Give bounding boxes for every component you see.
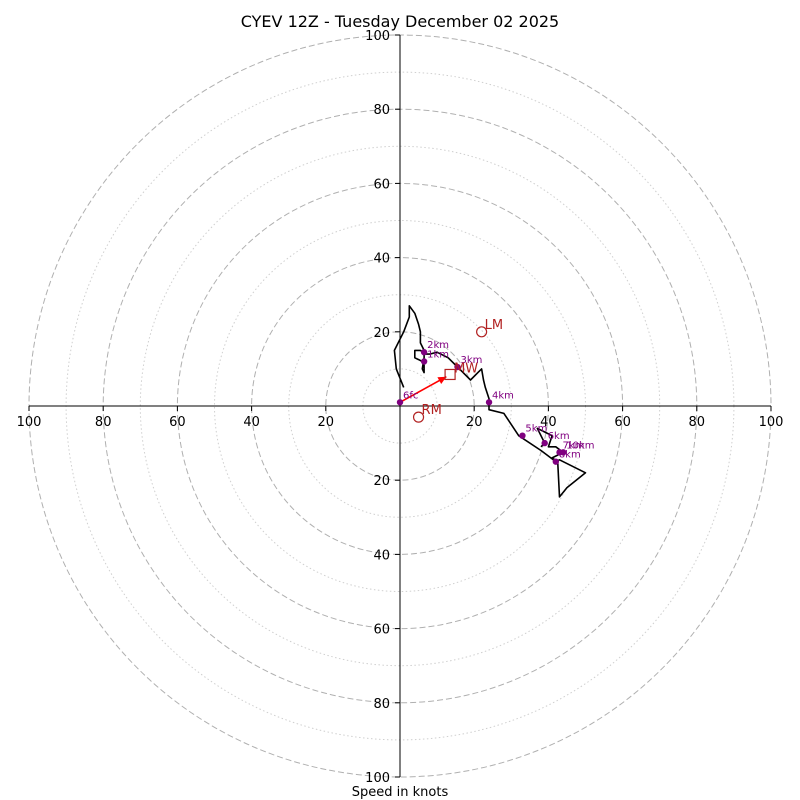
height-label-6fc: 6fc [403,390,418,401]
x-tick-label: 20 [466,415,483,430]
height-label-4km: 4km [492,390,514,401]
tick-labels: 100 100 80 80 60 60 40 40 20 20 20 20 40 40 60 60 80 80 10… [17,29,784,786]
x-tick-label: 100 [17,415,42,430]
y-tick-label: 20 [373,326,390,341]
height-marker-1km [420,358,428,365]
x-tick-label: 40 [243,415,260,430]
storm-marker-LM [476,326,488,338]
x-tick-label: 20 [318,415,335,430]
y-tick-label: 40 [373,252,390,267]
storm-label-RM: RM [422,403,442,418]
storm-motion-markers: RM LM MW [412,318,503,423]
shear-vector-arrowhead [437,376,447,384]
height-marker-10km [560,449,567,456]
x-axis-label: Speed in knots [352,785,449,800]
x-tick-label: 60 [614,415,631,430]
shear-vector [399,375,447,403]
shear-vector-line [399,375,447,403]
y-tick-label: 60 [373,177,390,192]
height-marker-5km [519,432,526,439]
height-marker-2km [420,349,428,356]
storm-marker-RM [412,411,425,423]
storm-marker-MW [444,368,456,381]
x-tick-label: 100 [759,415,784,430]
height-label-5km: 5km [525,424,547,435]
height-label-6km: 6km [548,431,570,442]
y-tick-label: 40 [373,548,390,563]
height-label-2km: 2km [427,340,449,351]
height-label-8km: 8km [559,450,581,461]
height-label-10km: 10km [566,440,594,451]
chart-title: CYEV 12Z - Tuesday December 02 2025 [241,12,559,31]
height-marker-3km [454,363,461,371]
height-marker-8km [552,458,560,465]
y-tick-label: 20 [373,474,390,489]
height-label-7km: 7km [563,440,585,451]
x-tick-label: 40 [540,415,557,430]
storm-label-LM: LM [485,318,503,333]
height-marker-4km [485,399,493,406]
x-tick-label: 60 [169,415,186,430]
y-tick-label: 80 [373,697,390,712]
y-tick-label: 80 [373,103,390,118]
height-label-3km: 3km [461,355,483,366]
axes [29,35,771,777]
y-tick-label: 100 [365,29,390,44]
height-label-1km: 1km [427,349,449,360]
y-tick-label: 100 [365,771,390,786]
x-tick-label: 80 [95,415,112,430]
x-tick-label: 80 [689,415,706,430]
height-marker-6fc [396,399,404,406]
height-marker-6km [541,439,548,447]
storm-label-MW: MW [454,361,478,376]
y-tick-label: 60 [373,623,390,638]
